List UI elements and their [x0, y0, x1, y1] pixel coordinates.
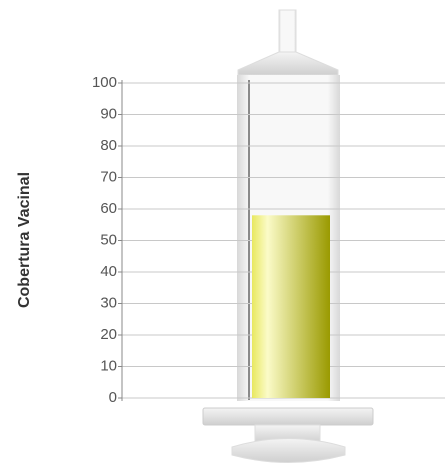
marks: [252, 215, 330, 398]
y-tick-label: 20: [100, 326, 117, 343]
y-tick-label: 50: [100, 231, 117, 248]
y-tick-label: 30: [100, 294, 117, 311]
y-tick-label: 10: [100, 357, 117, 374]
y-axis-label: Cobertura Vacinal: [16, 172, 33, 308]
plunger-rod: [278, 9, 297, 53]
tip: [231, 438, 346, 463]
y-tick-label: 40: [100, 263, 117, 280]
plunger-head: [237, 51, 339, 76]
y-tick-label: 80: [100, 137, 117, 154]
y-tick-label: 100: [92, 74, 117, 91]
bar: [252, 215, 330, 398]
y-tick-label: 60: [100, 200, 117, 217]
flange: [202, 407, 374, 426]
y-tick-label: 0: [109, 389, 117, 406]
y-tick-label: 90: [100, 105, 117, 122]
y-tick-label: 70: [100, 168, 117, 185]
